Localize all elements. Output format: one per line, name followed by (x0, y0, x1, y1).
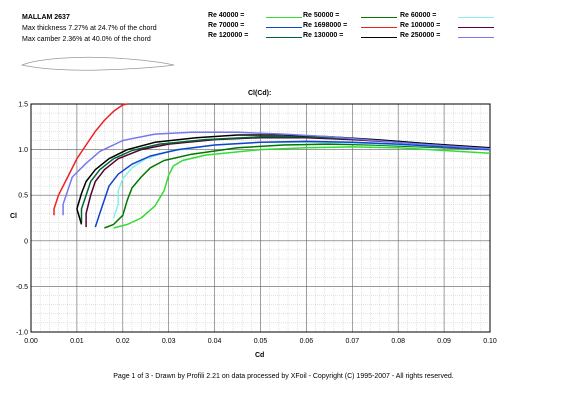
x-axis-label: Cd (255, 352, 265, 359)
y-tick-label: 1.0 (18, 147, 28, 154)
legend-label: Re 250000 = (400, 32, 441, 39)
series-line (53, 103, 128, 216)
legend-label: Re 50000 = (303, 12, 340, 19)
legend-label: Re 60000 = (400, 12, 437, 19)
legend-label: Re 120000 = (208, 32, 249, 39)
legend-swatch (266, 37, 302, 38)
series-line (94, 140, 491, 228)
legend-swatch (361, 17, 397, 18)
x-tick-label: 0.09 (437, 338, 451, 345)
x-tick-label: 0.01 (70, 338, 84, 345)
legend-swatch (458, 37, 494, 38)
airfoil-profile (20, 56, 175, 71)
legend-swatch (458, 27, 494, 28)
series-line (62, 131, 491, 216)
legend-swatch (266, 17, 302, 18)
legend-label: Re 70000 = (208, 22, 245, 29)
series-line (112, 141, 491, 219)
max-camber: Max camber 2.36% at 40.0% of the chord (22, 36, 151, 43)
y-axis-label: Cl (10, 213, 17, 220)
series-line (113, 146, 491, 229)
plot-frame (30, 103, 491, 333)
x-tick-label: 0.08 (391, 338, 405, 345)
x-tick-label: 0.10 (483, 338, 497, 345)
legend-swatch (361, 27, 397, 28)
x-tick-label: 0.05 (254, 338, 268, 345)
series-line (104, 143, 491, 229)
legend-swatch (266, 27, 302, 28)
x-tick-label: 0.02 (116, 338, 130, 345)
x-tick-label: 0.07 (345, 338, 359, 345)
legend-label: Re 40000 = (208, 12, 245, 19)
legend-label: Re 1698000 = (303, 22, 348, 29)
legend-swatch (458, 17, 494, 18)
legend-label: Re 130000 = (303, 32, 344, 39)
airfoil-name: MALLAM 2637 (22, 14, 70, 21)
y-tick-label: 0 (24, 238, 28, 245)
y-tick-label: -0.5 (16, 284, 28, 291)
y-tick-label: 1.5 (18, 102, 28, 109)
x-tick-label: 0.00 (24, 338, 38, 345)
max-thickness: Max thickness 7.27% at 24.7% of the chor… (22, 25, 157, 32)
y-tick-label: 0.5 (18, 193, 28, 200)
x-tick-label: 0.06 (300, 338, 314, 345)
x-tick-label: 0.03 (162, 338, 176, 345)
x-tick-label: 0.04 (208, 338, 222, 345)
footer-credits: Page 1 of 3 - Drawn by Profili 2.21 on d… (113, 373, 454, 380)
chart-title: Cl(Cd): (248, 90, 272, 97)
legend-swatch (361, 37, 397, 38)
legend-label: Re 100000 = (400, 22, 441, 29)
airfoil-info: MALLAM 2637 Max thickness 7.27% at 24.7%… (22, 12, 157, 45)
y-tick-label: -1.0 (16, 330, 28, 337)
